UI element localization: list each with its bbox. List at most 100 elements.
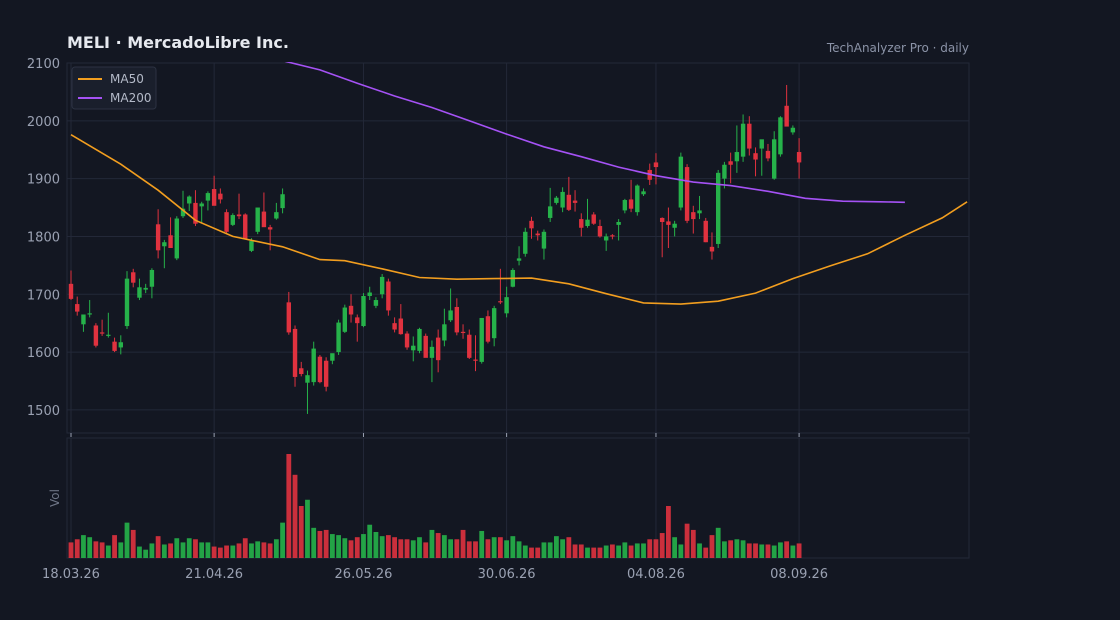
candle-body bbox=[740, 123, 746, 157]
volume-bar bbox=[361, 534, 366, 558]
candle-body bbox=[93, 325, 99, 346]
volume-bar bbox=[778, 542, 783, 558]
volume-bar bbox=[541, 542, 547, 558]
candle-body bbox=[560, 191, 565, 208]
volume-bar bbox=[367, 524, 373, 558]
candle-body bbox=[261, 211, 267, 228]
candle-body bbox=[367, 292, 372, 296]
volume-bar bbox=[112, 535, 117, 558]
volume-bar bbox=[354, 537, 360, 558]
candle-body bbox=[778, 117, 783, 155]
candle-body bbox=[747, 123, 752, 149]
y-tick-label: 1800 bbox=[27, 230, 60, 245]
candle-body bbox=[99, 332, 105, 334]
candle-body bbox=[267, 227, 273, 230]
volume-bar bbox=[734, 539, 740, 558]
candle-body bbox=[709, 246, 715, 252]
candle-body bbox=[448, 310, 453, 321]
volume-bar bbox=[99, 542, 105, 558]
volume-bar bbox=[423, 542, 429, 558]
candle-body bbox=[491, 308, 497, 339]
candle-body bbox=[516, 258, 522, 261]
volume-bar bbox=[765, 544, 771, 558]
volume-bar bbox=[161, 544, 167, 558]
candle-body bbox=[112, 341, 117, 351]
candle-body bbox=[653, 162, 659, 168]
volume-bar bbox=[230, 545, 236, 558]
candle-body bbox=[703, 220, 708, 243]
volume-bar bbox=[535, 547, 541, 558]
candle-body bbox=[249, 241, 254, 251]
volume-bar bbox=[261, 542, 267, 558]
candle-body bbox=[292, 328, 298, 377]
volume-bar bbox=[622, 542, 628, 558]
volume-bar bbox=[460, 529, 466, 558]
volume-bar bbox=[311, 527, 317, 558]
candle-body bbox=[535, 233, 540, 236]
candle-body bbox=[230, 215, 235, 225]
volume-bar bbox=[572, 544, 578, 558]
candle-body bbox=[753, 153, 758, 160]
candle-body bbox=[155, 224, 161, 251]
candle-body bbox=[429, 346, 435, 358]
volume-bar bbox=[168, 543, 173, 558]
candle-body bbox=[697, 210, 702, 214]
candle-body bbox=[678, 156, 684, 208]
candle-body bbox=[187, 196, 192, 204]
volume-bar bbox=[715, 527, 721, 558]
volume-bar bbox=[697, 543, 702, 558]
candle-body bbox=[386, 281, 391, 311]
candle-body bbox=[162, 242, 167, 247]
legend: MA50 MA200 bbox=[71, 66, 157, 110]
volume-bar bbox=[242, 538, 248, 558]
volume-bar bbox=[317, 530, 323, 558]
candle-body bbox=[585, 219, 590, 227]
moving-averages bbox=[70, 62, 968, 305]
volume-bar bbox=[628, 545, 634, 558]
volume-bar bbox=[236, 543, 242, 558]
volume-bar bbox=[703, 547, 709, 558]
volume-bar bbox=[199, 542, 205, 558]
candle-body bbox=[211, 189, 217, 206]
volume-bar bbox=[547, 542, 553, 558]
volume-bar bbox=[591, 547, 597, 558]
volume-bar bbox=[186, 538, 192, 558]
candle-body bbox=[796, 152, 802, 163]
candle-body bbox=[342, 307, 348, 332]
candle-body bbox=[236, 214, 242, 217]
candle-body bbox=[566, 194, 572, 210]
candle-body bbox=[124, 278, 130, 327]
volume-bar bbox=[634, 543, 640, 558]
volume-bar bbox=[771, 545, 777, 558]
source-label: TechAnalyzer Pro · daily bbox=[826, 41, 969, 55]
volume-bar bbox=[690, 529, 696, 558]
candle-body bbox=[68, 283, 74, 299]
volume-bar bbox=[249, 543, 254, 558]
candle-body bbox=[180, 208, 186, 217]
candle-body bbox=[305, 375, 310, 383]
volume-bar bbox=[342, 538, 348, 558]
candle-body bbox=[734, 152, 740, 162]
volume-bar bbox=[728, 540, 734, 558]
volume-bar bbox=[298, 506, 304, 558]
candle-body bbox=[87, 313, 92, 315]
volume-bar bbox=[211, 546, 217, 558]
candle-body bbox=[348, 305, 354, 315]
volume-bar bbox=[479, 530, 485, 558]
candle-body bbox=[479, 317, 484, 362]
candle-body bbox=[118, 342, 123, 348]
volume-bar bbox=[336, 535, 341, 558]
volume-bar bbox=[678, 544, 684, 558]
volume-bar bbox=[435, 533, 441, 558]
volume-bars bbox=[68, 454, 802, 558]
candle-body bbox=[635, 185, 640, 213]
x-tick-label: 18.03.26 bbox=[42, 567, 100, 582]
volume-bar bbox=[566, 537, 572, 558]
candle-body bbox=[715, 172, 721, 244]
candle-body bbox=[498, 301, 503, 303]
volume-bar bbox=[647, 539, 653, 558]
y-tick-label: 1600 bbox=[27, 346, 60, 361]
x-tick-label: 30.06.26 bbox=[478, 567, 536, 582]
volume-bar bbox=[255, 541, 261, 558]
volume-bar bbox=[441, 535, 447, 558]
